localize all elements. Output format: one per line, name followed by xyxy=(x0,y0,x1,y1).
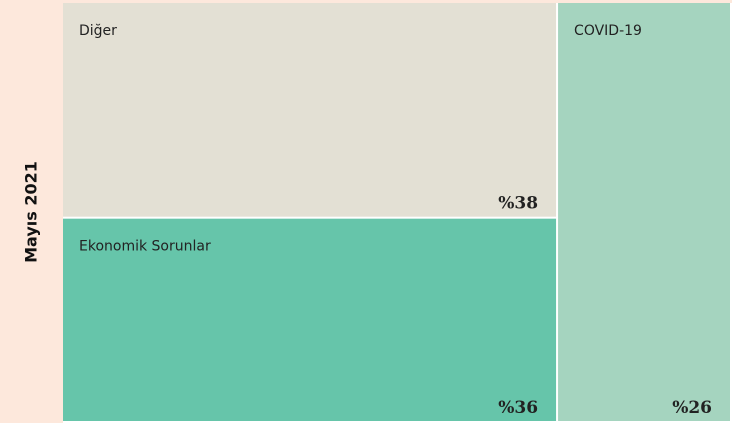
cell-label: COVID-19 xyxy=(574,23,642,39)
treemap-cell xyxy=(63,3,557,217)
cell-label: Diğer xyxy=(79,23,117,39)
cell-label: Ekonomik Sorunlar xyxy=(79,239,211,255)
value-label: %26 xyxy=(672,398,712,418)
y-label: Mayıs 2021 xyxy=(22,161,41,263)
treemap-cell xyxy=(63,218,557,421)
value-label: %38 xyxy=(498,194,538,214)
value-label: %36 xyxy=(498,398,538,418)
treemap-cell xyxy=(558,3,730,421)
